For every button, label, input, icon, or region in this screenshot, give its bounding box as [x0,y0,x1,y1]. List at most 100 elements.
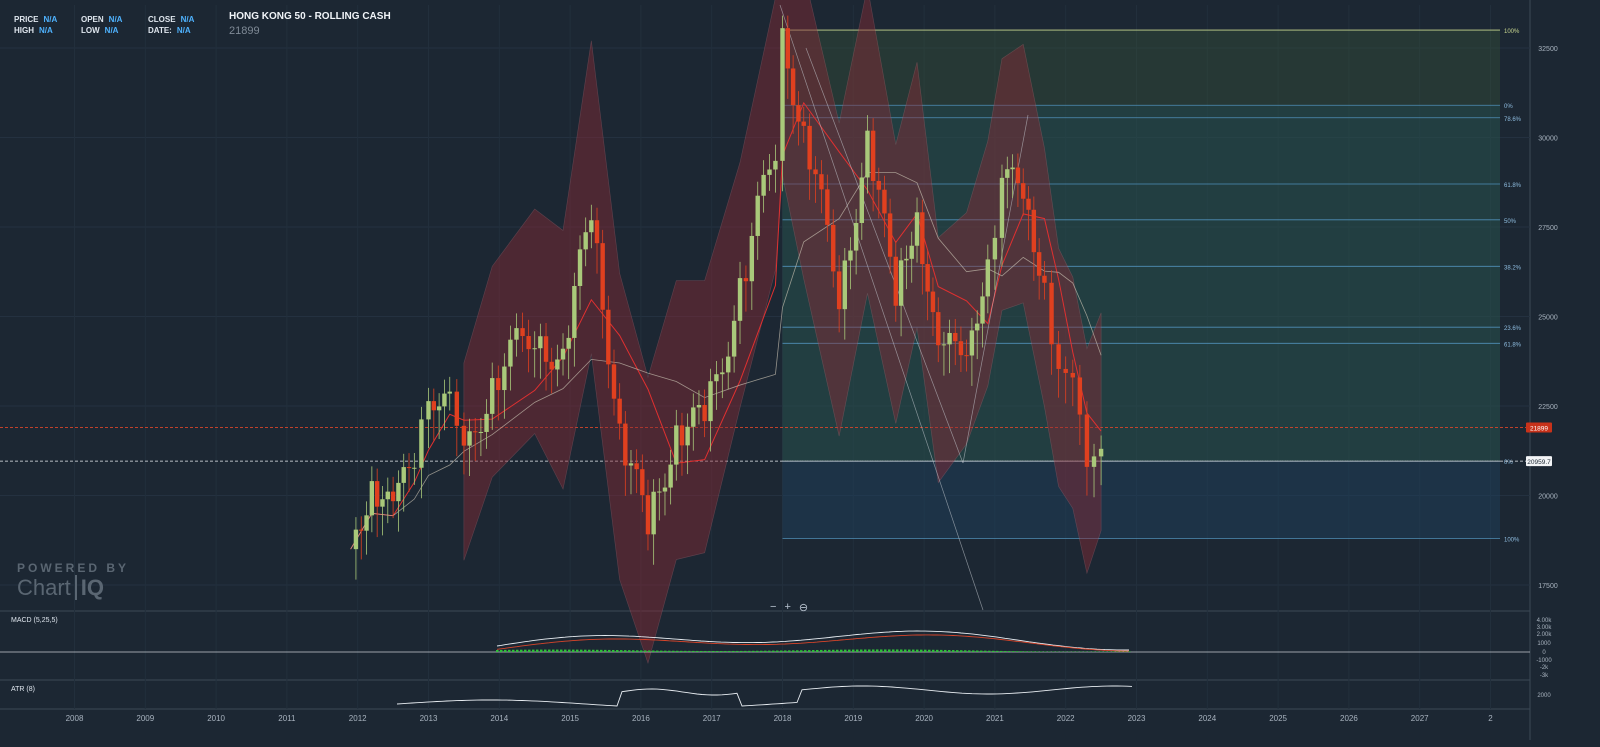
x-tick-label: 2014 [490,714,508,723]
macd-histogram-bar [532,649,535,652]
candle-body [836,271,842,310]
candle-body [969,330,975,356]
atr-panel-label[interactable]: ATR (8) [11,686,35,693]
y-tick-label: 32500 [1538,46,1558,53]
macd-panel-label[interactable]: MACD (5,25,5) [11,617,58,624]
macd-histogram-bar [520,649,523,652]
candle-body [964,355,969,357]
macd-histogram-bar [856,649,859,652]
zoom-in-button[interactable]: + [784,601,791,613]
candle-body [807,125,812,170]
macd-histogram-bar [1004,651,1007,652]
current-price-readout: 21899 [229,25,260,37]
macd-histogram-bar [548,649,551,652]
macd-histogram-bar [720,650,723,652]
candle-body [1031,209,1037,253]
macd-histogram-bar [724,650,727,652]
macd-histogram-bar [516,649,519,652]
macd-histogram-bar [528,649,531,652]
candle-body [473,431,478,433]
macd-histogram-bar [1120,651,1123,652]
chart-title: HONG KONG 50 - ROLLING CASH [229,11,391,22]
candle-body [796,105,801,122]
macd-histogram-bar [716,650,719,652]
macd-histogram-bar [748,650,751,652]
macd-tick-label: 2.00k [1537,632,1553,638]
macd-histogram-bar [964,650,967,652]
macd-histogram-bar [800,650,803,652]
candle-body [853,222,859,251]
candle-body [668,464,673,488]
candle-body [842,260,848,310]
macd-histogram-bar [932,649,935,652]
fib-extension-zone-blue [782,461,1500,539]
y-tick-label: 30000 [1538,135,1558,142]
candle-body [780,28,785,161]
macd-histogram-bar [900,649,903,652]
fib-retracement-zone-green [782,30,1500,462]
candle-body [1015,167,1021,184]
zoom-reset-button[interactable]: ⊖ [798,602,809,614]
macd-histogram-bar [908,649,911,652]
macd-histogram-bar [960,650,963,652]
macd-histogram-bar [944,649,947,652]
atr-tick-label: 2000 [1537,693,1551,699]
zoom-out-button[interactable]: − [770,601,777,613]
macd-histogram-bar [592,649,595,652]
candle-body [1042,275,1047,283]
level-flag [1526,456,1552,467]
candle-body [385,491,390,500]
macd-histogram-bar [796,650,799,652]
macd-histogram-bar [620,650,623,652]
chartiq-watermark: POWERED BY Chart IQ [17,561,129,601]
macd-histogram-bar [564,649,567,652]
macd-histogram-bar [740,650,743,652]
trend-line [779,4,984,611]
macd-histogram-bar [940,649,943,652]
x-tick-label: 2018 [774,714,792,723]
candle-body [606,309,611,365]
candle-body [520,328,525,337]
macd-histogram-bar [652,650,655,652]
hud-close-label: CLOSE [148,15,176,24]
candle-body [914,212,920,246]
macd-tick-label: 3.00k [1537,625,1553,631]
trend-line [805,47,964,464]
candle-body [1070,372,1075,378]
hud-high-label: HIGH [14,26,34,35]
level-flag-label: 20959.7 [1527,459,1551,466]
macd-histogram-bar [968,650,971,652]
macd-histogram-bar [608,649,611,652]
hud-open-value: N/A [108,15,123,24]
y-tick-label: 22500 [1538,404,1558,411]
macd-histogram-bar [1008,651,1011,652]
candle-body [743,278,749,282]
candle-body [893,256,898,306]
macd-histogram-bar [732,650,735,652]
candle-body [930,291,936,313]
macd-histogram-bar [832,649,835,652]
candle-body [848,250,853,261]
candle-body [925,264,930,292]
fib-level-label: 0% [1504,460,1513,466]
candle-body [514,328,519,340]
candle-body [1056,344,1061,369]
candle-body [572,285,577,338]
macd-histogram-bar [572,649,575,652]
macd-histogram-bar [568,649,571,652]
candle-body [1010,167,1015,170]
macd-histogram-bar [648,650,651,652]
macd-histogram-bar [744,650,747,652]
candle-body [737,278,743,321]
candle-body [526,336,531,350]
candle-body [708,381,713,422]
macd-histogram-bar [788,650,791,652]
zoom-controls: − + ⊖ [770,601,808,614]
macd-histogram-bar [736,650,739,652]
macd-histogram-bar [880,649,883,652]
macd-histogram-bar [672,650,675,652]
macd-histogram-bar [500,649,503,652]
bollinger-band-fill [463,0,1102,665]
